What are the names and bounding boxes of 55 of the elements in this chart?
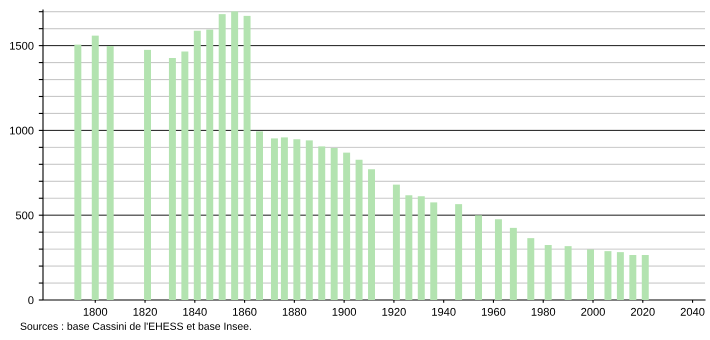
bar: [418, 196, 425, 300]
x-tick-label: 1920: [382, 308, 406, 316]
bar: [194, 30, 201, 300]
bar: [604, 251, 612, 300]
bar: [244, 16, 251, 300]
x-tick-label: 1900: [332, 308, 356, 316]
bar: [168, 58, 176, 300]
x-tick-label: 2020: [630, 308, 655, 316]
x-tick-label: 1840: [183, 308, 207, 316]
x-tick-label: 1820: [134, 308, 157, 316]
bar: [392, 184, 400, 300]
bar: [330, 148, 338, 300]
bar: [494, 219, 502, 300]
bar: [92, 36, 99, 300]
bar: [587, 249, 594, 300]
bar: [405, 195, 412, 300]
y-tick-label: 1500: [10, 42, 34, 50]
y-tick-label: 0: [28, 296, 34, 304]
bar: [206, 30, 214, 300]
bar: [231, 11, 238, 300]
bar: [527, 238, 534, 300]
bar: [475, 215, 482, 300]
bar: [368, 169, 375, 300]
bar: [306, 140, 313, 300]
bar: [270, 138, 278, 300]
bar: [544, 245, 552, 300]
x-tick-label: 1880: [282, 308, 306, 316]
bar: [455, 204, 462, 300]
bar: [293, 139, 300, 300]
x-tick-label: 2040: [680, 308, 704, 316]
bar: [430, 202, 438, 300]
x-tick-label: 2000: [581, 308, 605, 316]
bar: [616, 252, 624, 300]
bar: [181, 52, 188, 300]
x-tick-label: 1800: [84, 308, 108, 316]
bar: [510, 228, 517, 300]
x-tick-label: 1960: [482, 308, 506, 316]
bar: [144, 50, 152, 300]
x-tick-label: 1860: [233, 308, 257, 316]
bar: [106, 46, 114, 300]
bar: [218, 14, 226, 300]
bar: [343, 152, 350, 300]
bar: [256, 131, 264, 300]
bar: [318, 146, 326, 300]
bar: [642, 255, 649, 300]
y-tick-label: 1000: [10, 126, 34, 135]
bar: [356, 160, 363, 300]
bar: [280, 137, 288, 300]
bar: [629, 255, 636, 300]
source-note: Sources : base Cassini de l'EHESS et base Insee.: [20, 322, 251, 330]
x-tick-label: 1940: [432, 308, 456, 316]
bar: [74, 44, 82, 300]
x-tick-label: 1980: [532, 308, 556, 316]
bar: [564, 246, 572, 300]
y-tick-label: 500: [16, 211, 34, 220]
